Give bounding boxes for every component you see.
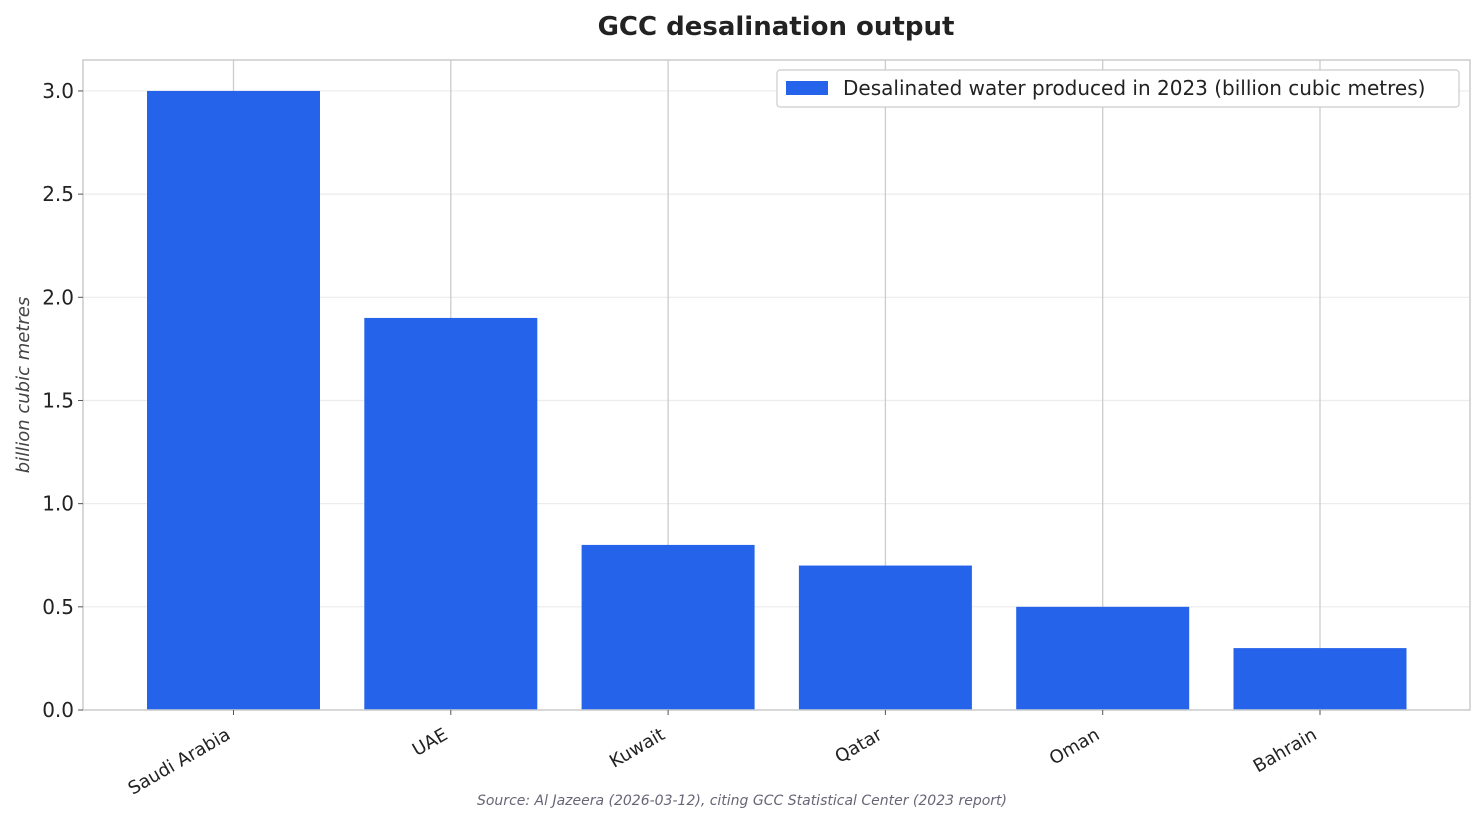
y-axis-label: billion cubic metres <box>13 297 34 473</box>
bar <box>1233 648 1407 710</box>
y-tick-label: 0.5 <box>42 595 74 619</box>
y-tick-label: 0.0 <box>42 698 74 722</box>
y-tick-label: 2.0 <box>42 285 74 309</box>
y-tick-label: 3.0 <box>42 79 74 103</box>
legend-label: Desalinated water produced in 2023 (bill… <box>843 76 1425 100</box>
y-axis-ticks: 0.0 0.5 1.0 1.5 2.0 2.5 3.0 <box>42 79 83 722</box>
legend-swatch <box>786 81 828 95</box>
x-tick-label: Bahrain <box>1250 724 1321 777</box>
source-note: Source: Al Jazeera (2026-03-12), citing … <box>477 793 1007 809</box>
legend: Desalinated water produced in 2023 (bill… <box>776 69 1460 108</box>
bar <box>364 317 538 710</box>
bar <box>1016 606 1190 710</box>
x-tick-label: Kuwait <box>606 724 669 772</box>
y-tick-label: 1.0 <box>42 492 74 516</box>
bar <box>798 565 972 710</box>
y-tick-label: 2.5 <box>42 182 74 206</box>
plot-frame <box>82 59 1471 711</box>
chart-title: GCC desalination output <box>598 12 955 42</box>
x-axis-ticks: Saudi Arabia UAE Kuwait Qatar Oman Bahrain <box>125 710 1321 799</box>
y-tick-label: 1.5 <box>42 388 74 412</box>
x-tick-label: UAE <box>409 724 451 761</box>
x-tick-label: Qatar <box>832 724 887 768</box>
x-tick-label: Oman <box>1046 724 1103 769</box>
bars <box>147 90 1407 710</box>
bar <box>581 544 755 710</box>
legend-box <box>776 69 1460 108</box>
x-tick-label: Saudi Arabia <box>125 724 234 799</box>
bar <box>147 90 320 710</box>
